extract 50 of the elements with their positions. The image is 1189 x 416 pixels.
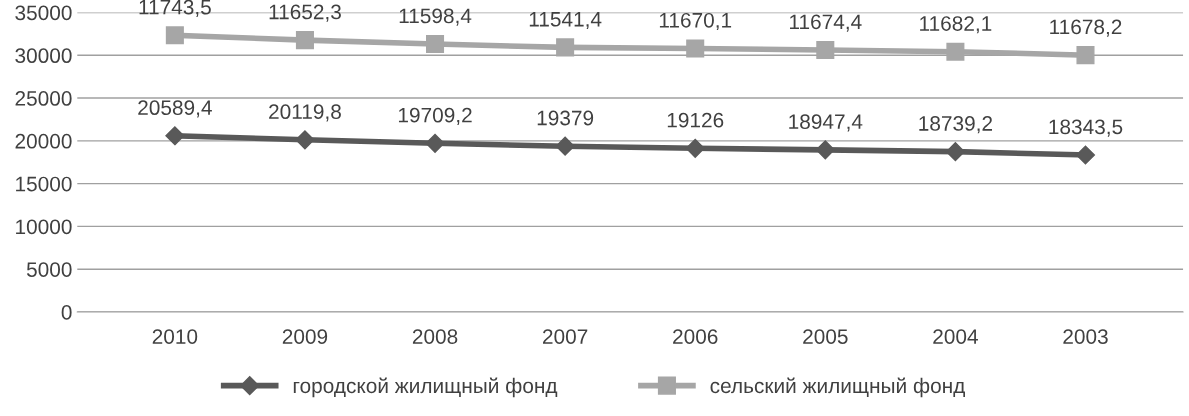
annotation: 11743,5 xyxy=(139,0,211,18)
data-label: 20589,4 xyxy=(138,100,212,118)
point xyxy=(295,130,315,150)
point xyxy=(556,38,575,57)
point xyxy=(295,31,314,50)
point xyxy=(816,40,835,59)
data-label: 19709,2 xyxy=(398,107,472,126)
point xyxy=(945,142,965,162)
x-tick-label: 2005 xyxy=(803,329,848,344)
point xyxy=(165,26,184,45)
point xyxy=(946,42,965,61)
annotation: 11598,4 xyxy=(399,8,472,26)
x-tick-label: 2009 xyxy=(282,329,328,344)
annotation: 11678,2 xyxy=(1050,19,1122,37)
annotation: 11652,3 xyxy=(269,4,341,22)
point xyxy=(685,138,705,158)
x-tick-label: 2008 xyxy=(412,329,458,344)
y-tick-label: 10000 xyxy=(16,219,72,235)
legend-label: городской жилищный фонд xyxy=(293,377,558,398)
data-label: 18947,4 xyxy=(789,114,863,132)
annotation: 11682,1 xyxy=(920,16,992,34)
y-tick-label: 15000 xyxy=(16,176,72,192)
y-tick-label: 0 xyxy=(61,305,72,320)
point xyxy=(686,39,705,58)
data-label: 18343,5 xyxy=(1049,119,1123,137)
y-tick-label: 5000 xyxy=(26,262,72,277)
data-label: 18739,2 xyxy=(919,116,993,134)
point xyxy=(555,136,575,156)
x-tick-label: 2010 xyxy=(152,329,198,344)
y-tick-label: 30000 xyxy=(15,48,72,64)
data-label: 20119,8 xyxy=(269,104,341,122)
data-label: 19126 xyxy=(667,112,724,128)
point xyxy=(426,35,445,54)
annotation: 11674,4 xyxy=(790,14,862,32)
y-tick-label: 20000 xyxy=(15,133,72,149)
point xyxy=(1076,46,1095,65)
y-tick-label: 35000 xyxy=(15,5,72,21)
point xyxy=(165,126,185,146)
x-tick-label: 2006 xyxy=(673,329,718,344)
data-label: 19379 xyxy=(537,110,594,126)
point xyxy=(1075,145,1096,165)
x-tick-label: 2004 xyxy=(933,329,978,344)
x-tick-label: 2003 xyxy=(1063,329,1108,344)
x-tick-label: 2007 xyxy=(543,329,588,344)
annotation: 11541,4 xyxy=(529,12,602,30)
y-tick-label: 25000 xyxy=(15,91,72,106)
point xyxy=(425,133,445,153)
legend-label: сельский жилищный фонд xyxy=(710,377,965,398)
point xyxy=(815,140,835,160)
annotation: 11670,1 xyxy=(659,12,732,31)
